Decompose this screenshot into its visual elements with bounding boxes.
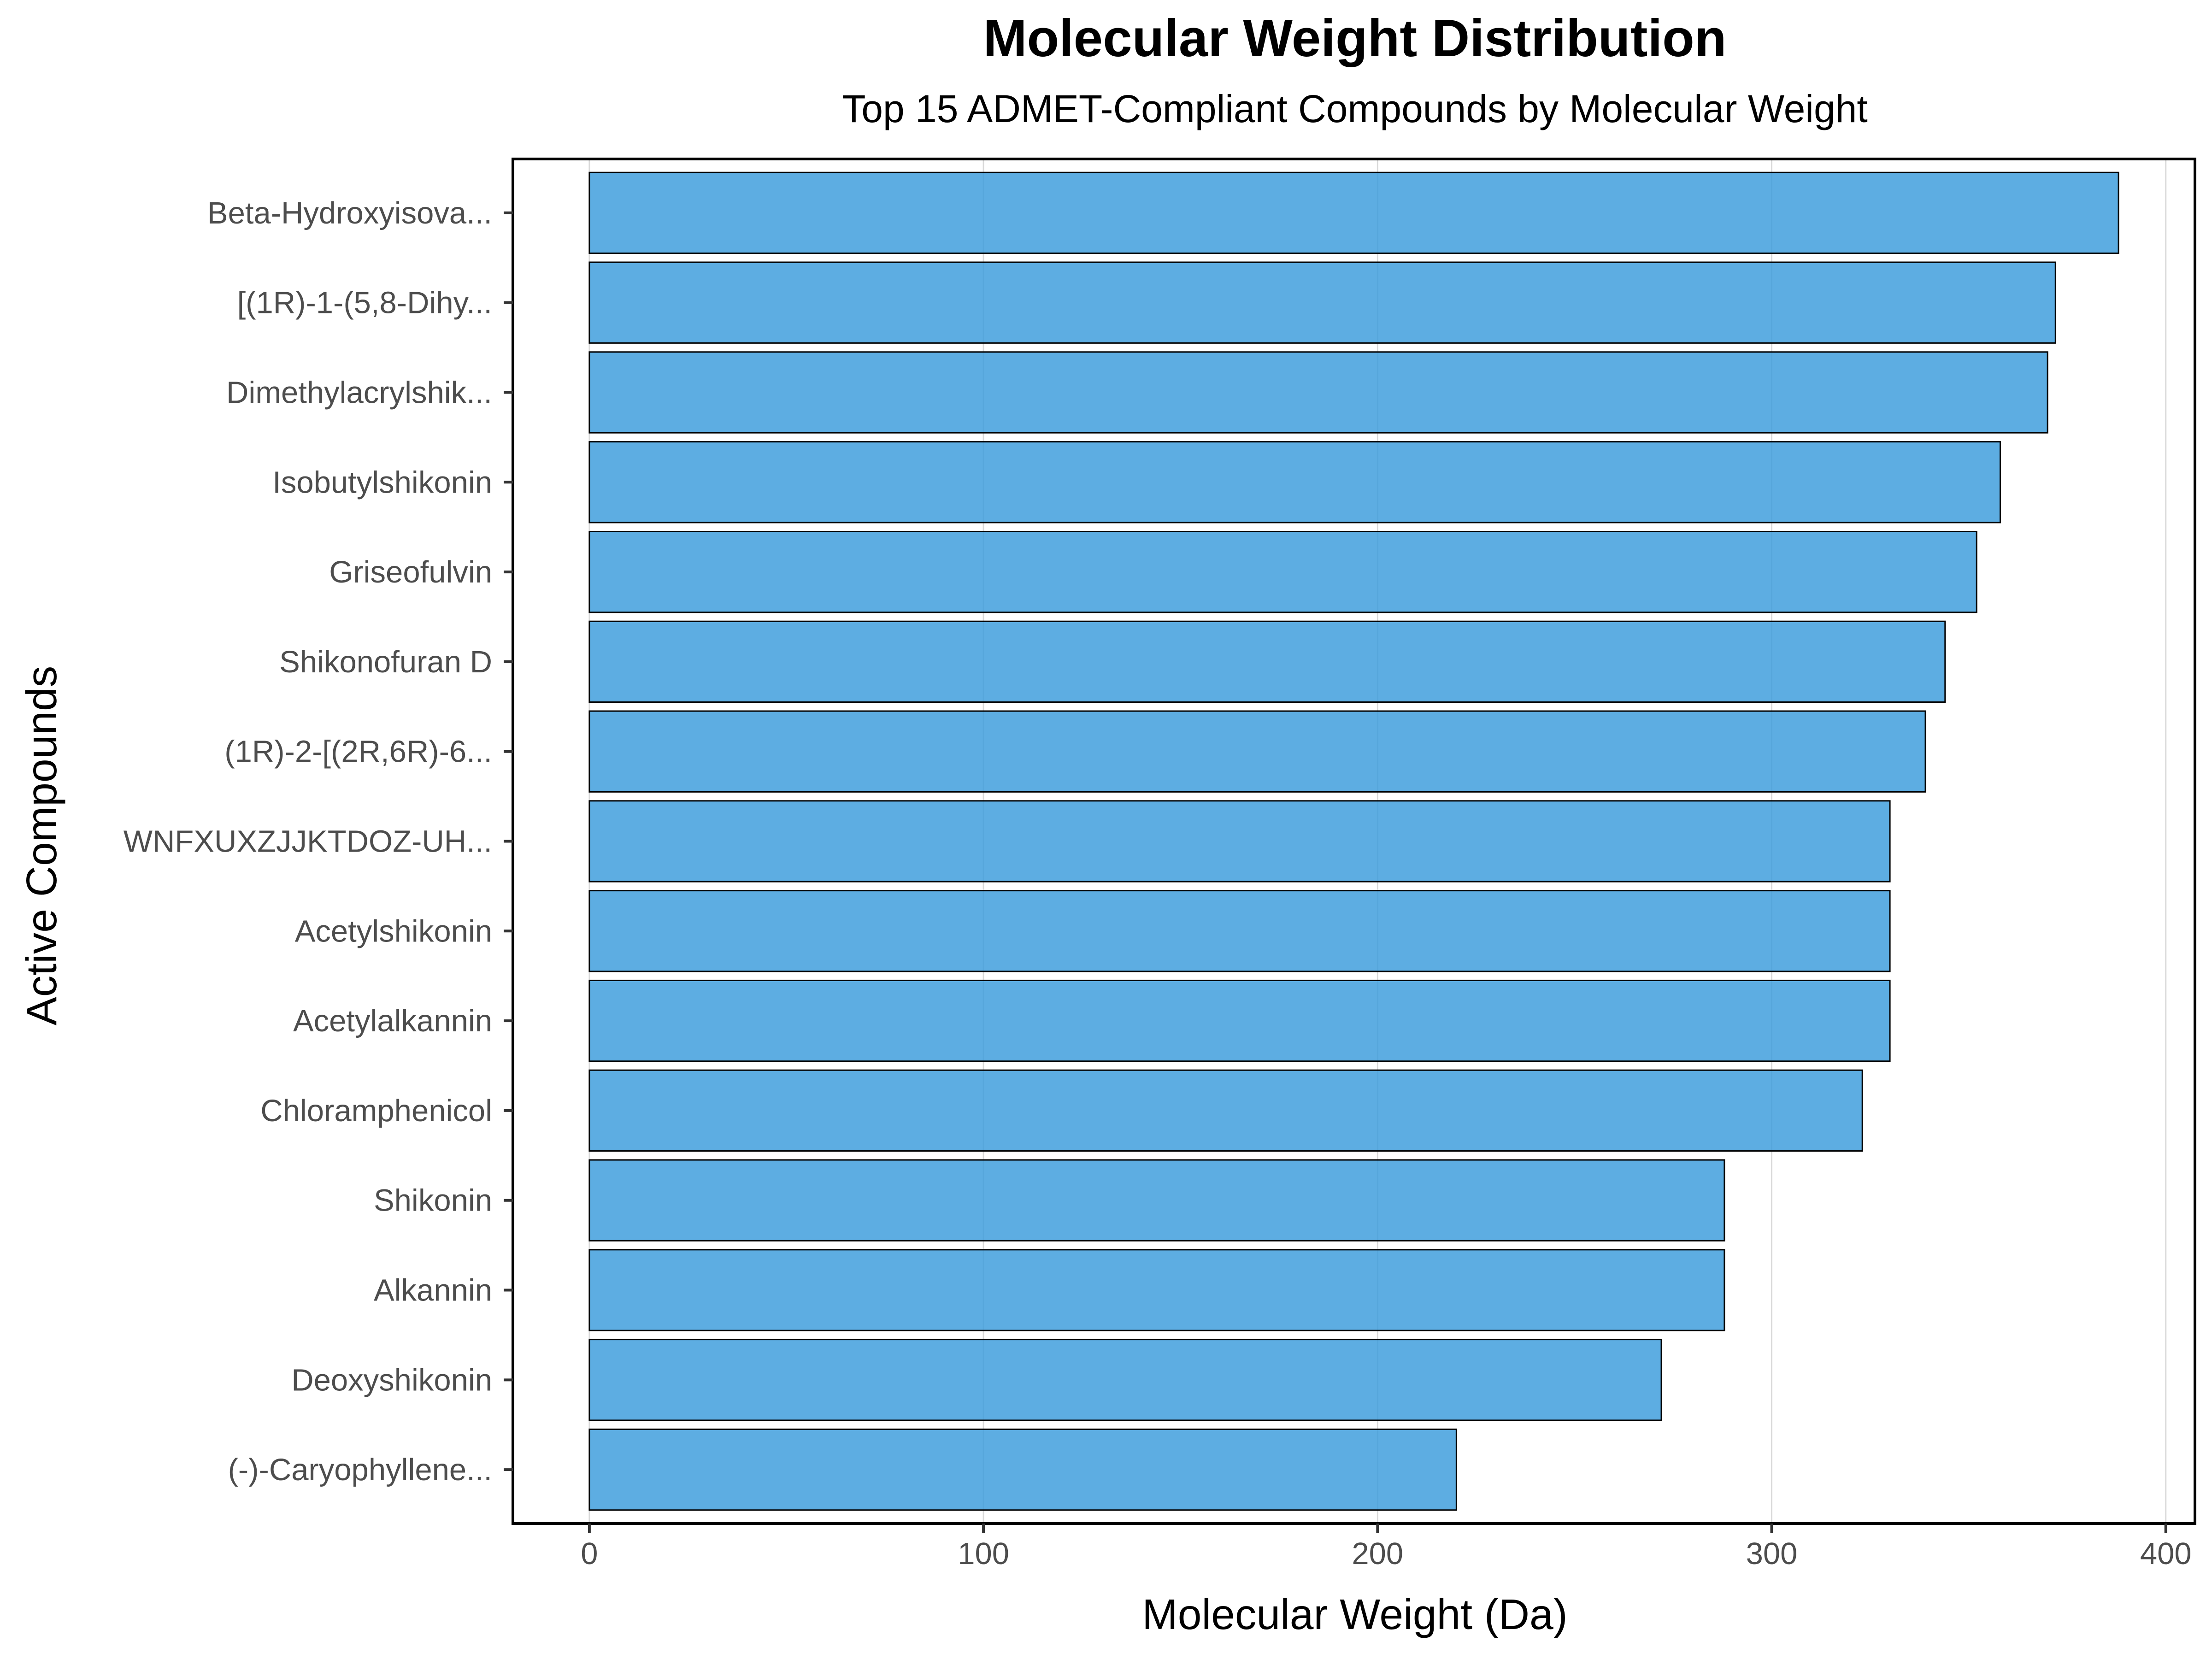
x-tick-label: 300: [1746, 1536, 1798, 1571]
bar: [588, 261, 2056, 344]
bar: [588, 1428, 1457, 1511]
y-tick-label: Chloramphenicol: [260, 1094, 492, 1128]
bar: [588, 171, 2119, 254]
y-tick-label: (1R)-2-[(2R,6R)-6...: [224, 735, 492, 769]
y-tick-label: Acetylshikonin: [295, 914, 492, 948]
chart-subtitle: Top 15 ADMET-Compliant Compounds by Mole…: [842, 87, 1867, 130]
y-axis: Beta-Hydroxyisova... [(1R)-1-(5,8-Dihy...…: [124, 196, 513, 1487]
bar: [588, 890, 1891, 972]
bar: [588, 710, 1926, 793]
bar: [588, 1339, 1662, 1421]
x-axis-title: Molecular Weight (Da): [1142, 1590, 1567, 1638]
bar: [588, 1069, 1863, 1152]
bar: [588, 979, 1891, 1062]
y-tick-label: Isobutylshikonin: [272, 465, 492, 500]
bar: [588, 351, 2048, 434]
chart-title: Molecular Weight Distribution: [983, 9, 1727, 68]
bar: [588, 441, 2001, 524]
y-tick-label: Beta-Hydroxyisova...: [207, 196, 492, 230]
x-tick-label: 0: [581, 1536, 598, 1571]
bar: [588, 1249, 1725, 1331]
y-axis-title: Active Compounds: [18, 666, 65, 1026]
y-tick-label: Dimethylacrylshik...: [226, 375, 492, 410]
x-tick-label: 200: [1352, 1536, 1403, 1571]
bars: [588, 171, 2119, 1511]
y-tick-label: Shikonin: [374, 1183, 492, 1218]
x-tick-label: 100: [958, 1536, 1009, 1571]
y-tick-label: Deoxyshikonin: [291, 1363, 492, 1397]
y-tick-label: [(1R)-1-(5,8-Dihy...: [237, 286, 492, 320]
y-tick-label: (-)-Caryophyllene...: [228, 1453, 492, 1487]
y-tick-label: Acetylalkannin: [293, 1004, 492, 1038]
y-tick-label: WNFXUXZJJKTDOZ-UH...: [124, 824, 492, 859]
bar: [588, 1159, 1725, 1241]
x-axis: 0 100 200 300 400: [581, 1524, 2192, 1571]
bar: [588, 620, 1946, 703]
x-tick-label: 400: [2140, 1536, 2192, 1571]
bar: [588, 800, 1891, 882]
bar: [588, 530, 1977, 613]
y-tick-label: Alkannin: [374, 1273, 492, 1308]
y-tick-label: Griseofulvin: [329, 555, 492, 589]
y-tick-label: Shikonofuran D: [279, 645, 492, 679]
